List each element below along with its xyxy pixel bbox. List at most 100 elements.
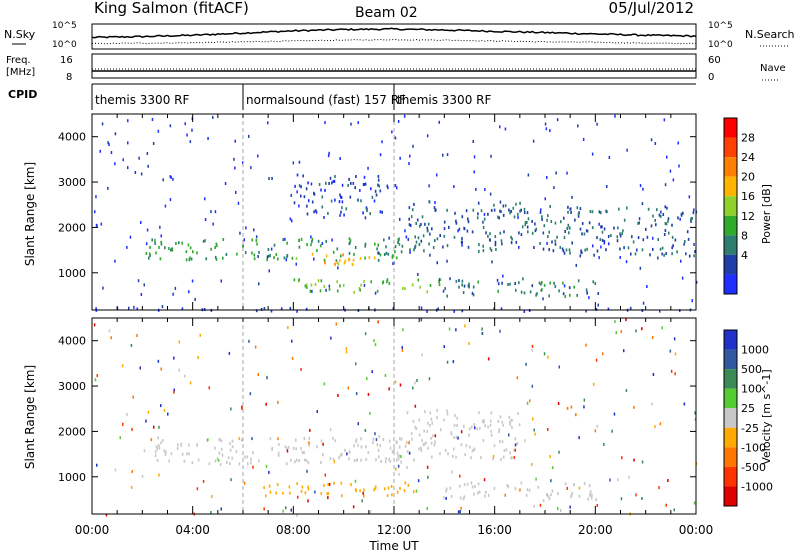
echo-cell [453, 436, 455, 439]
echo-cell [544, 122, 547, 126]
echo-cell [474, 485, 476, 488]
echo-cell [188, 443, 190, 447]
echo-cell [694, 411, 696, 415]
echo-cell [533, 428, 535, 432]
velocity-colorbar-tick: -25 [741, 422, 759, 435]
echo-cell [402, 328, 404, 332]
echo-cell [342, 253, 344, 257]
echo-cell [396, 186, 398, 190]
echo-cell [212, 222, 214, 226]
echo-cell [392, 262, 394, 266]
echo-cell [591, 152, 594, 156]
echo-cell [594, 429, 597, 433]
echo-cell [623, 349, 625, 353]
echo-cell [651, 402, 653, 406]
echo-cell [330, 199, 333, 203]
echo-cell [377, 178, 380, 182]
echo-cell [107, 141, 109, 145]
freq-panel: Freq. [MHz] 16 8 60 0 Nave [6, 53, 786, 83]
echo-cell [394, 245, 397, 248]
echo-cell [344, 448, 346, 452]
echo-cell [231, 445, 234, 449]
echo-cell [463, 227, 466, 231]
echo-cell [469, 427, 471, 431]
echo-cell [641, 327, 643, 331]
echo-cell [645, 227, 647, 231]
echo-cell [359, 288, 361, 292]
echo-cell [693, 254, 695, 258]
echo-cell [498, 216, 500, 220]
echo-cell [557, 402, 560, 405]
beam-title: Beam 02 [355, 5, 418, 21]
echo-cell [635, 329, 637, 333]
echo-cell [422, 234, 425, 238]
echo-cell [511, 237, 513, 241]
echo-cell [453, 185, 455, 189]
echo-cell [340, 254, 342, 258]
echo-cell [672, 244, 674, 248]
echo-cell [291, 339, 293, 343]
echo-cell [271, 448, 273, 451]
echo-cell [385, 245, 387, 249]
echo-cell [122, 422, 124, 426]
echo-cell [316, 249, 318, 252]
echo-cell [333, 460, 336, 464]
echo-cell [336, 247, 339, 251]
echo-cell [128, 306, 130, 310]
echo-cell [242, 161, 244, 165]
echo-cell [288, 485, 291, 489]
echo-cell [364, 182, 367, 186]
echo-cell [514, 487, 517, 491]
echo-cell [346, 452, 348, 456]
echo-cell [480, 456, 482, 460]
freq-right-tick-bottom: 0 [708, 72, 714, 83]
echo-cell [503, 230, 505, 234]
echo-cell [588, 484, 591, 488]
echo-cell [325, 181, 327, 185]
velocity-colorbar-swatch [724, 349, 737, 370]
echo-cell [662, 213, 665, 216]
echo-cell [496, 278, 499, 282]
echo-cell [477, 491, 479, 495]
echo-cell [499, 329, 501, 333]
echo-cell [585, 288, 588, 292]
echo-cell [342, 283, 345, 287]
echo-cell [302, 174, 304, 178]
echo-cell [499, 439, 501, 443]
echo-cell [320, 188, 322, 192]
echo-cell [460, 430, 463, 434]
echo-cell [595, 358, 598, 362]
echo-cell [668, 231, 670, 235]
echo-cell [526, 211, 529, 215]
echo-cell [255, 309, 258, 313]
echo-cell [340, 195, 342, 199]
power-ylabel: Slant Range [km] [23, 162, 37, 266]
echo-cell [243, 481, 246, 485]
echo-cell [385, 251, 388, 255]
echo-cell [671, 235, 674, 239]
echo-cell [482, 244, 484, 248]
echo-cell [395, 256, 398, 260]
echo-cell [165, 450, 167, 454]
echo-cell [378, 435, 380, 439]
echo-cell [151, 238, 153, 242]
echo-cell [397, 239, 400, 243]
x-tick-label: 00:00 [679, 523, 714, 537]
echo-cell [480, 209, 483, 213]
echo-cell [161, 305, 164, 309]
echo-cell [373, 488, 375, 492]
echo-cell [347, 386, 349, 390]
velocity-colorbar-swatch [724, 466, 737, 487]
echo-cell [387, 486, 390, 490]
echo-cell [387, 252, 390, 256]
echo-cell [367, 451, 370, 454]
echo-cell [638, 221, 640, 225]
echo-cell [583, 398, 586, 402]
echo-cell [489, 247, 492, 251]
echo-cell [679, 309, 681, 313]
echo-cell [369, 411, 371, 415]
echo-cell [692, 211, 695, 215]
echo-cell [592, 280, 595, 284]
echo-cell [222, 238, 225, 241]
echo-cell [545, 127, 548, 131]
